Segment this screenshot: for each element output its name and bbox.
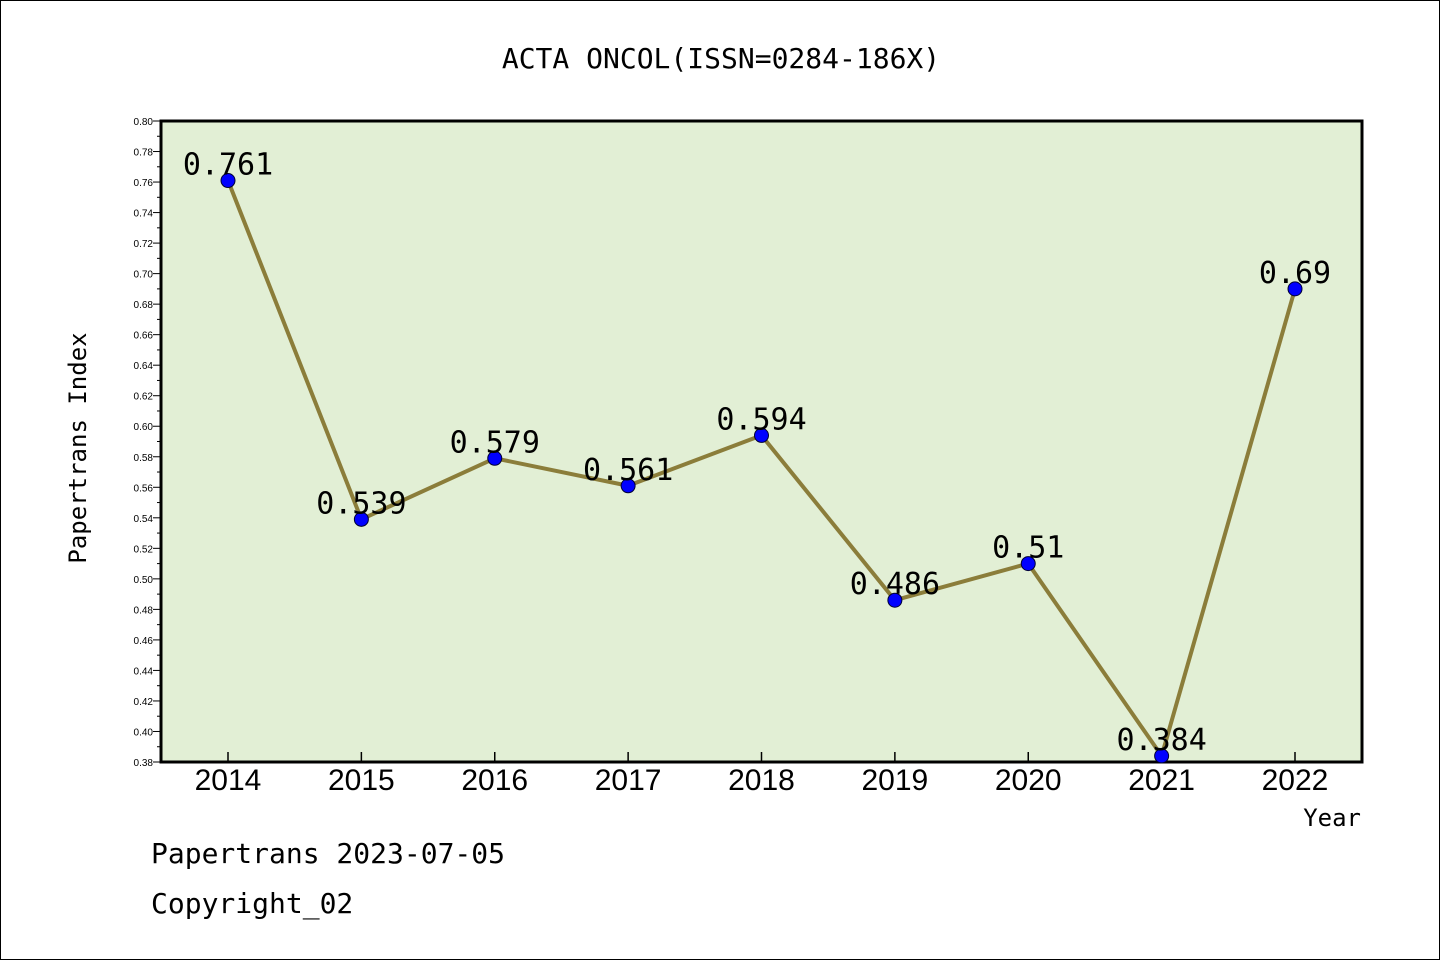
y-tick-label: 0.46 <box>134 636 154 647</box>
x-tick-label: 2020 <box>995 764 1062 797</box>
series-layer: 0.761 0.539 0.579 0.561 0.594 0.486 0.51 0.384 0… <box>183 148 1331 764</box>
chart-title: ACTA ONCOL(ISSN=0284-186X) <box>502 42 940 75</box>
x-tick-label: 2018 <box>728 764 795 797</box>
y-tick-label: 0.40 <box>134 727 154 738</box>
y-tick-label: 0.42 <box>134 697 154 708</box>
x-axis-ticks: 2014 2015 2016 2017 2018 2019 2020 2021 2022 <box>195 752 1329 797</box>
y-tick-label: 0.38 <box>134 758 154 769</box>
y-tick-label: 0.58 <box>134 453 154 464</box>
data-label: 0.539 <box>316 486 406 521</box>
footer-copyright-text: Copyright_02 <box>151 887 354 920</box>
y-axis-ticks: 0.38 0.40 0.42 0.44 0.46 0.48 0.50 0.52 0.54 0.56… <box>134 117 161 769</box>
y-tick-label: 0.78 <box>134 148 154 159</box>
data-point-marker <box>754 427 769 443</box>
y-tick-label: 0.70 <box>134 270 154 281</box>
data-point-marker <box>1287 281 1303 297</box>
y-tick-label: 0.64 <box>134 361 154 372</box>
data-point-marker <box>487 450 503 466</box>
y-tick-label: 0.56 <box>134 483 154 494</box>
y-tick-label: 0.44 <box>134 666 154 677</box>
data-point-marker <box>220 173 236 189</box>
footer-date-text: Papertrans 2023-07-05 <box>151 837 506 870</box>
y-tick-label: 0.68 <box>134 300 154 311</box>
x-tick-label: 2022 <box>1262 764 1329 797</box>
x-tick-label: 2017 <box>595 764 662 797</box>
data-label: 0.384 <box>1116 723 1206 758</box>
y-tick-label: 0.76 <box>134 178 154 189</box>
data-point-marker <box>620 478 636 494</box>
data-point-marker <box>887 592 903 608</box>
data-point-marker <box>353 511 369 527</box>
x-tick-label: 2021 <box>1128 764 1195 797</box>
data-label: 0.561 <box>583 453 673 488</box>
x-tick-label: 2016 <box>461 764 528 797</box>
data-label: 0.486 <box>850 567 940 602</box>
y-tick-label: 0.66 <box>134 331 154 342</box>
data-point-marker <box>1020 556 1036 572</box>
x-tick-label: 2019 <box>862 764 929 797</box>
data-label: 0.761 <box>183 148 273 183</box>
y-tick-label: 0.48 <box>134 605 154 616</box>
y-axis-label: Papertrans Index <box>64 332 92 563</box>
data-label: 0.69 <box>1259 256 1331 291</box>
x-tick-label: 2015 <box>328 764 395 797</box>
data-label: 0.51 <box>992 531 1064 566</box>
y-tick-label: 0.60 <box>134 422 154 433</box>
y-tick-label: 0.50 <box>134 575 154 586</box>
x-axis-label: Year <box>1303 804 1361 832</box>
y-tick-label: 0.54 <box>134 514 154 525</box>
data-label: 0.594 <box>716 402 806 437</box>
y-tick-label: 0.52 <box>134 544 154 555</box>
data-label: 0.579 <box>450 425 540 460</box>
x-tick-label: 2014 <box>195 764 262 797</box>
y-tick-label: 0.62 <box>134 392 154 403</box>
y-tick-label: 0.72 <box>134 239 154 250</box>
data-point-marker <box>1154 748 1170 764</box>
y-tick-label: 0.74 <box>134 209 154 220</box>
y-tick-label: 0.80 <box>134 117 154 128</box>
